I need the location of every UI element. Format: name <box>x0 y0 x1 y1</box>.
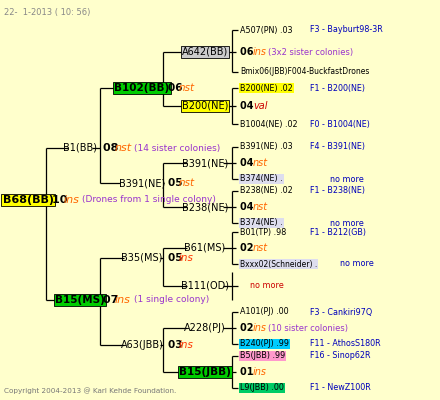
Text: ins: ins <box>179 340 194 350</box>
Text: 10: 10 <box>52 195 71 205</box>
Text: val: val <box>253 101 268 111</box>
Text: F1 - NewZ100R: F1 - NewZ100R <box>310 384 371 392</box>
Text: ins: ins <box>253 47 267 57</box>
Text: B240(PJ) .99: B240(PJ) .99 <box>240 340 289 348</box>
Text: 08: 08 <box>103 143 122 153</box>
Text: Bmix06(JBB)F004-BuckfastDrones: Bmix06(JBB)F004-BuckfastDrones <box>240 68 369 76</box>
Text: 22-  1-2013 ( 10: 56): 22- 1-2013 ( 10: 56) <box>4 8 90 17</box>
Text: B374(NE) .: B374(NE) . <box>240 174 282 184</box>
Text: 06: 06 <box>168 83 186 93</box>
Text: B01(TP) .98: B01(TP) .98 <box>240 228 286 236</box>
Text: B61(MS): B61(MS) <box>184 243 226 253</box>
Text: 05: 05 <box>168 178 186 188</box>
Text: (3x2 sister colonies): (3x2 sister colonies) <box>268 48 353 56</box>
Text: Bxxx02(Schneider) .: Bxxx02(Schneider) . <box>240 260 317 268</box>
Text: (14 sister colonies): (14 sister colonies) <box>134 144 220 152</box>
Text: nst: nst <box>253 243 268 253</box>
Text: 02: 02 <box>240 323 257 333</box>
Text: B1(BB): B1(BB) <box>63 143 97 153</box>
Text: 03: 03 <box>168 340 186 350</box>
Text: B1004(NE) .02: B1004(NE) .02 <box>240 120 297 128</box>
Text: ins: ins <box>253 323 267 333</box>
Text: F1 - B238(NE): F1 - B238(NE) <box>310 186 365 196</box>
Text: 05: 05 <box>168 253 186 263</box>
Text: L9(JBB) .00: L9(JBB) .00 <box>240 384 284 392</box>
Text: B238(NE): B238(NE) <box>182 202 228 212</box>
Text: B5(JBB) .99: B5(JBB) .99 <box>240 352 285 360</box>
Text: B391(NE): B391(NE) <box>119 178 165 188</box>
Text: F0 - B1004(NE): F0 - B1004(NE) <box>310 120 370 128</box>
Text: no more: no more <box>250 282 284 290</box>
Text: B111(OD): B111(OD) <box>181 281 229 291</box>
Text: B35(MS): B35(MS) <box>121 253 163 263</box>
Text: B200(NE) .02: B200(NE) .02 <box>240 84 293 92</box>
Text: F1 - B212(GB): F1 - B212(GB) <box>310 228 366 236</box>
Text: F4 - B391(NE): F4 - B391(NE) <box>310 142 365 152</box>
Text: ins: ins <box>64 195 80 205</box>
Text: nst: nst <box>179 83 195 93</box>
Text: B391(NE): B391(NE) <box>182 158 228 168</box>
Text: B391(NE) .03: B391(NE) .03 <box>240 142 293 152</box>
Text: B374(NE) .: B374(NE) . <box>240 218 282 228</box>
Text: nst: nst <box>253 202 268 212</box>
Text: Copyright 2004-2013 @ Karl Kehde Foundation.: Copyright 2004-2013 @ Karl Kehde Foundat… <box>4 387 176 394</box>
Text: A507(PN) .03: A507(PN) .03 <box>240 26 293 34</box>
Text: nst: nst <box>253 158 268 168</box>
Text: B200(NE): B200(NE) <box>182 101 228 111</box>
Text: F16 - Sinop62R: F16 - Sinop62R <box>310 352 370 360</box>
Text: no more: no more <box>340 260 374 268</box>
Text: 04: 04 <box>240 101 257 111</box>
Text: nst: nst <box>179 178 195 188</box>
Text: 01: 01 <box>240 367 257 377</box>
Text: ins: ins <box>253 367 267 377</box>
Text: F3 - Cankiri97Q: F3 - Cankiri97Q <box>310 308 372 316</box>
Text: B102(BB): B102(BB) <box>114 83 170 93</box>
Text: F1 - B200(NE): F1 - B200(NE) <box>310 84 365 92</box>
Text: B15(JBB): B15(JBB) <box>179 367 231 377</box>
Text: A63(JBB): A63(JBB) <box>121 340 163 350</box>
Text: nst: nst <box>115 143 132 153</box>
Text: A228(PJ): A228(PJ) <box>184 323 226 333</box>
Text: B68(BB): B68(BB) <box>3 195 54 205</box>
Text: F11 - AthosS180R: F11 - AthosS180R <box>310 340 381 348</box>
Text: 04: 04 <box>240 202 257 212</box>
Text: 06: 06 <box>240 47 257 57</box>
Text: B15(MS): B15(MS) <box>55 295 105 305</box>
Text: 07: 07 <box>103 295 122 305</box>
Text: A642(BB): A642(BB) <box>182 47 228 57</box>
Text: ins: ins <box>115 295 131 305</box>
Text: 04: 04 <box>240 158 257 168</box>
Text: A101(PJ) .00: A101(PJ) .00 <box>240 308 289 316</box>
Text: B238(NE) .02: B238(NE) .02 <box>240 186 293 196</box>
Text: 02: 02 <box>240 243 257 253</box>
Text: no more: no more <box>330 174 364 184</box>
Text: no more: no more <box>330 218 364 228</box>
Text: ins: ins <box>179 253 194 263</box>
Text: (Drones from 1 single colony): (Drones from 1 single colony) <box>82 196 216 204</box>
Text: F3 - Bayburt98-3R: F3 - Bayburt98-3R <box>310 26 383 34</box>
Text: (1 single colony): (1 single colony) <box>134 296 209 304</box>
Text: (10 sister colonies): (10 sister colonies) <box>268 324 348 332</box>
